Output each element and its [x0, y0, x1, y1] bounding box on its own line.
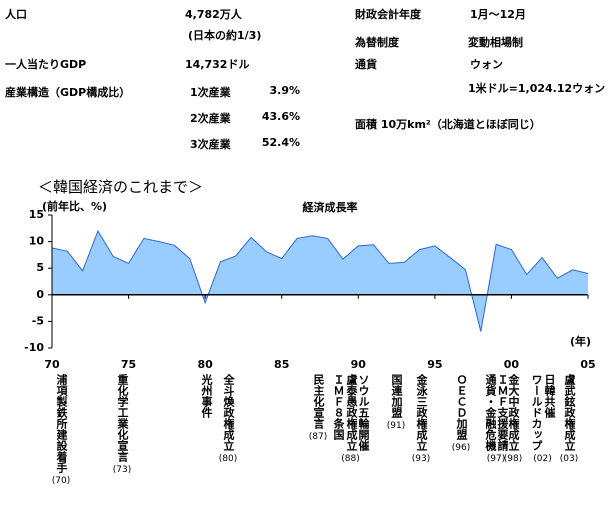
- x-tick-label: 85: [274, 358, 289, 371]
- event-text: 国連加盟: [390, 374, 403, 418]
- event-year: (03): [559, 454, 579, 464]
- area-fill: [52, 230, 588, 332]
- info-value: 4,782万人: [185, 8, 242, 21]
- y-tick-label: 0: [36, 288, 44, 301]
- x-tick-label: 80: [197, 358, 213, 371]
- info-value: ウォン: [470, 58, 503, 71]
- event-text: 金泳三政権成立: [415, 374, 428, 451]
- event-text: 金大中政権成立: [507, 374, 520, 451]
- industry-name: 1次産業: [190, 86, 231, 99]
- industry-name: 2次産業: [190, 112, 231, 125]
- event-text: ＯＥＣＤ加盟: [455, 374, 468, 440]
- y-tick-label: 15: [29, 208, 44, 221]
- info-label: 面積 10万km²（北海道とほぼ同じ）: [355, 118, 541, 131]
- event-text: 盧泰愚政権成立: [345, 374, 358, 451]
- event-text: 浦項製鉄所建設着手: [55, 374, 68, 473]
- event-year: (02): [533, 454, 552, 464]
- info-label: 産業構造（GDP構成比）: [5, 86, 131, 99]
- y-tick-label: 5: [36, 261, 44, 274]
- event-year: (80): [218, 454, 238, 464]
- x-tick-label: 75: [121, 358, 136, 371]
- x-tick-label: 05: [580, 358, 595, 371]
- event-text: ＩＭＦ支援要請: [496, 374, 509, 451]
- y-axis-label: (前年比、%): [42, 199, 107, 213]
- event-year: (98): [503, 454, 523, 464]
- event-text: 盧武鉉政権成立: [563, 374, 576, 451]
- info-value: (日本の約1/3): [188, 29, 262, 42]
- info-value: 1月～12月: [470, 8, 526, 21]
- x-axis-label: (年): [570, 334, 591, 348]
- x-tick-label: 95: [427, 358, 442, 371]
- info-value: 1米ドル=1,024.12ウォン: [468, 82, 606, 95]
- area-line: [51, 229, 589, 332]
- y-tick-label: -10: [24, 341, 44, 354]
- event-text: ソウル五輪開催: [357, 374, 370, 451]
- industry-share: 43.6%: [261, 110, 300, 123]
- y-tick-label: -5: [32, 314, 44, 327]
- info-value: 14,732ドル: [185, 58, 250, 71]
- event-year: (97): [486, 454, 506, 464]
- x-tick-label: 00: [504, 358, 520, 371]
- industry-name: 3次産業: [190, 138, 231, 151]
- event-year: (88): [341, 454, 360, 464]
- info-label: 為替制度: [355, 36, 399, 49]
- y-tick-label: 10: [29, 235, 45, 248]
- event-text: 光州事件: [200, 374, 213, 418]
- x-tick-label: 70: [44, 358, 60, 371]
- event-text: ワールドカップ: [530, 374, 543, 451]
- event-year: (91): [386, 421, 406, 431]
- info-label: 通貨: [355, 58, 377, 71]
- section-title: ＜韓国経済のこれまで＞: [38, 178, 204, 196]
- event-text: 全斗煥政権成立: [222, 374, 235, 451]
- event-year: (96): [451, 443, 471, 453]
- info-label: 人口: [5, 8, 27, 21]
- event-year: (93): [411, 454, 431, 464]
- info-value: 変動相場制: [468, 36, 523, 49]
- industry-share: 52.4%: [261, 136, 300, 149]
- x-tick-label: 90: [351, 358, 367, 371]
- event-text: 通貨・金融危機: [484, 374, 497, 451]
- industry-share: 3.9%: [269, 84, 300, 97]
- event-text: 重化学工業化宣言: [116, 374, 129, 462]
- event-text: 日韓共催: [543, 374, 556, 418]
- chart-title: 経済成長率: [303, 200, 358, 214]
- info-label: 一人当たりGDP: [5, 58, 87, 71]
- event-text: ＩＭＦ８条国: [332, 374, 345, 440]
- event-text: 民主化宣言: [312, 374, 325, 429]
- event-year: (70): [51, 476, 71, 486]
- info-label: 財政会計年度: [355, 8, 421, 21]
- event-year: (73): [112, 465, 132, 475]
- event-year: (87): [308, 432, 328, 442]
